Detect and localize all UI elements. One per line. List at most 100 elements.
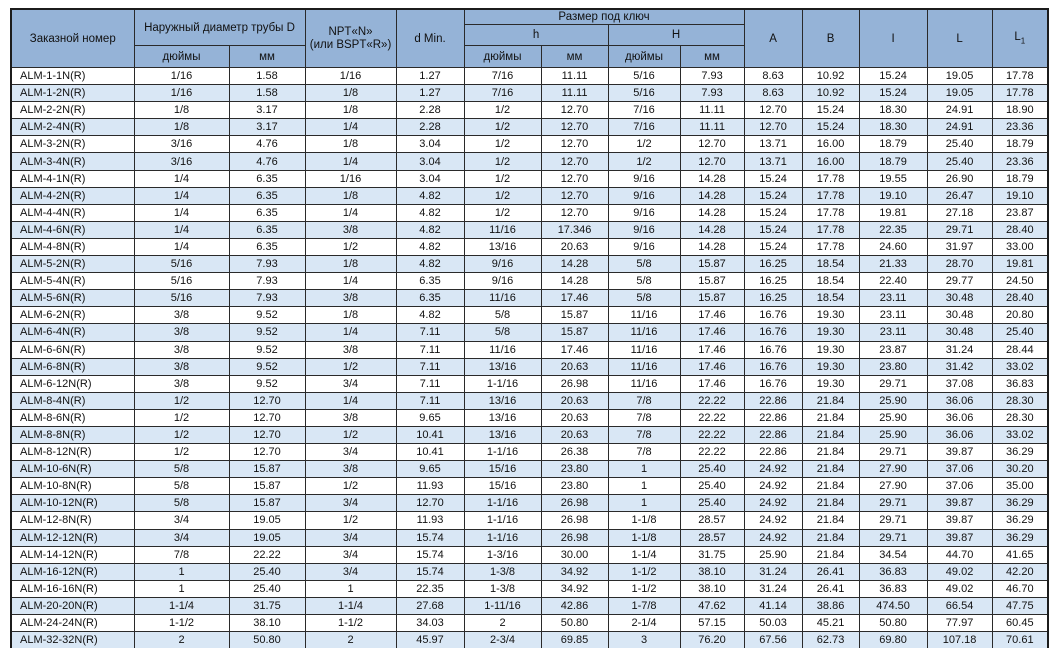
value-cell: 17.78 [801, 186, 860, 205]
value-cell: 22.35 [395, 579, 465, 598]
value-cell: 1.58 [228, 66, 306, 86]
value-cell: 12.70 [395, 494, 465, 513]
value-cell: 35.00 [991, 477, 1049, 496]
value-cell: 37.08 [926, 374, 993, 393]
value-cell: 1/2 [304, 237, 397, 257]
value-cell: 1/4 [304, 391, 397, 410]
value-cell: 1/2 [304, 511, 397, 530]
value-cell: 1-1/16 [463, 494, 542, 513]
value-cell: 23.80 [540, 460, 609, 479]
value-cell: 4.82 [395, 220, 465, 239]
value-cell: 12.70 [540, 186, 609, 205]
value-cell: 1-1/2 [304, 613, 397, 633]
value-cell: 18.90 [991, 101, 1049, 120]
value-cell: 33.02 [991, 357, 1049, 376]
value-cell: 31.42 [926, 357, 993, 376]
value-cell: 5/8 [133, 460, 230, 479]
order-number-cell: ALM-5-6N(R) [10, 289, 135, 308]
value-cell: 16.76 [743, 357, 803, 376]
table-row: ALM-1-1N(R) 1/16 1.58 1/16 1.27 7/16 11.11 5/16… [10, 66, 1049, 86]
value-cell: 1-1/4 [607, 545, 681, 564]
value-cell: 12.70 [540, 101, 609, 120]
value-cell: 36.06 [926, 408, 993, 427]
value-cell: 49.02 [926, 579, 993, 598]
value-cell: 15.87 [679, 255, 745, 274]
value-cell: 36.29 [991, 511, 1049, 530]
value-cell: 20.63 [540, 425, 609, 445]
value-cell: 28.30 [991, 391, 1049, 410]
order-number-cell: ALM-2-2N(R) [10, 101, 135, 120]
value-cell: 10.41 [395, 443, 465, 462]
value-cell: 66.54 [926, 596, 993, 616]
value-cell: 474.50 [858, 596, 928, 616]
value-cell: 1 [607, 460, 681, 479]
header-h-small-inches: дюймы [463, 45, 542, 68]
value-cell: 7/8 [607, 443, 681, 462]
value-cell: 1.27 [395, 84, 465, 103]
value-cell: 5/8 [463, 323, 542, 342]
value-cell: 19.81 [858, 203, 928, 222]
value-cell: 3/4 [133, 511, 230, 530]
value-cell: 1-3/8 [463, 562, 542, 581]
value-cell: 28.57 [679, 511, 745, 530]
value-cell: 15.87 [228, 494, 306, 513]
order-number-cell: ALM-10-8N(R) [10, 477, 135, 496]
value-cell: 19.55 [858, 169, 928, 188]
value-cell: 1-1/16 [463, 374, 542, 393]
value-cell: 16.25 [743, 255, 803, 274]
value-cell: 24.92 [743, 528, 803, 547]
value-cell: 34.92 [540, 579, 609, 598]
value-cell: 1-1/8 [607, 528, 681, 547]
value-cell: 16.00 [801, 135, 860, 154]
value-cell: 25.40 [679, 494, 745, 513]
value-cell: 16.76 [743, 340, 803, 359]
value-cell: 23.36 [991, 118, 1049, 137]
value-cell: 15.24 [743, 186, 803, 205]
value-cell: 3/8 [304, 289, 397, 308]
value-cell: 70.61 [991, 631, 1049, 648]
value-cell: 36.06 [926, 425, 993, 445]
value-cell: 36.06 [926, 391, 993, 410]
value-cell: 7.93 [228, 255, 306, 274]
header-wrench-size: Размер под ключ [463, 8, 745, 25]
order-number-cell: ALM-12-8N(R) [10, 511, 135, 530]
value-cell: 1-11/16 [463, 596, 542, 616]
value-cell: 1/2 [304, 425, 397, 445]
value-cell: 9.52 [228, 340, 306, 359]
table-row: ALM-6-2N(R) 3/8 9.52 1/8 4.82 5/8 15.87 11/16 17… [10, 306, 1049, 325]
value-cell: 31.75 [679, 545, 745, 564]
value-cell: 20.63 [540, 408, 609, 427]
value-cell: 41.14 [743, 596, 803, 616]
value-cell: 1-1/2 [607, 579, 681, 598]
value-cell: 19.05 [228, 511, 306, 530]
value-cell: 5/8 [607, 289, 681, 308]
value-cell: 45.97 [395, 631, 465, 648]
value-cell: 4.82 [395, 255, 465, 274]
table-row: ALM-8-12N(R) 1/2 12.70 3/4 10.41 1-1/16 26.38 7… [10, 443, 1049, 462]
value-cell: 39.87 [926, 511, 993, 530]
value-cell: 7/16 [463, 66, 542, 86]
value-cell: 7.11 [395, 391, 465, 410]
value-cell: 12.70 [743, 118, 803, 137]
table-row: ALM-10-12N(R) 5/8 15.87 3/4 12.70 1-1/16 26.98… [10, 494, 1049, 513]
value-cell: 29.77 [926, 272, 993, 291]
value-cell: 11.11 [679, 101, 745, 120]
value-cell: 22.22 [679, 391, 745, 410]
value-cell: 1/2 [607, 135, 681, 154]
header-npt-line2: (или BSPT«R») [309, 38, 392, 51]
value-cell: 24.91 [926, 101, 993, 120]
value-cell: 6.35 [228, 220, 306, 239]
value-cell: 7/16 [607, 101, 681, 120]
value-cell: 7.11 [395, 357, 465, 376]
table-row: ALM-3-4N(R) 3/16 4.76 1/4 3.04 1/2 12.70 1/2 12.… [10, 152, 1049, 171]
value-cell: 19.30 [801, 340, 860, 359]
value-cell: 3/4 [304, 494, 397, 513]
value-cell: 26.41 [801, 562, 860, 581]
value-cell: 22.35 [858, 220, 928, 239]
value-cell: 25.40 [926, 152, 993, 171]
table-row: ALM-6-6N(R) 3/8 9.52 3/8 7.11 11/16 17.46 11/16… [10, 340, 1049, 359]
value-cell: 27.90 [858, 460, 928, 479]
value-cell: 4.76 [228, 135, 306, 154]
value-cell: 11/16 [607, 323, 681, 342]
value-cell: 26.98 [540, 494, 609, 513]
